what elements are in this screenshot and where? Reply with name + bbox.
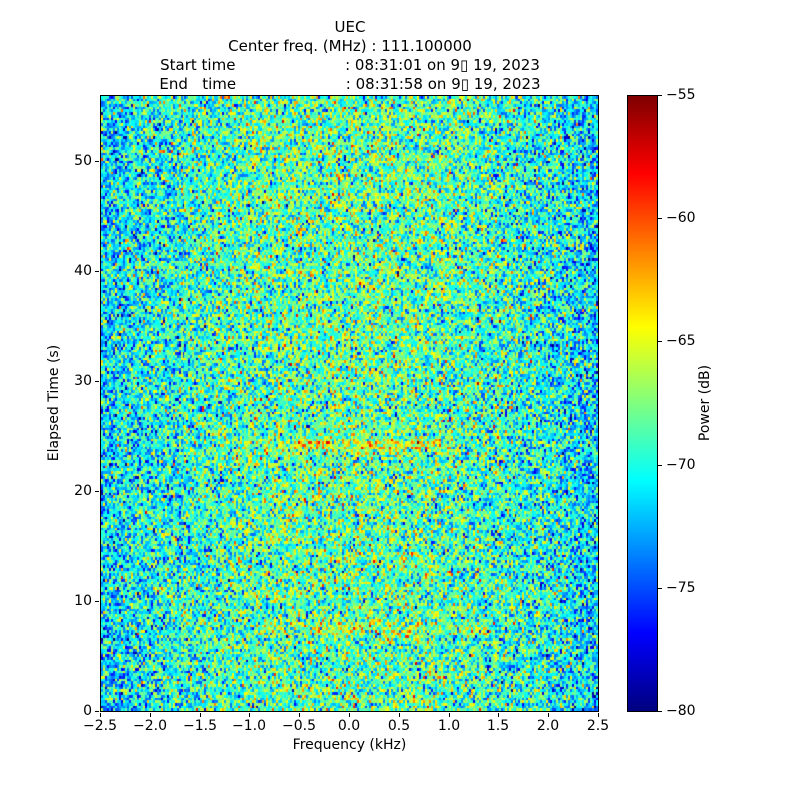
x-tick-label: −1.5: [183, 718, 217, 734]
spectrogram-axes: [100, 95, 599, 712]
figure-title-line-3: Start time : 08:31:01 on 9▯ 19, 2023: [160, 56, 540, 74]
y-tick-label: 0: [83, 703, 92, 719]
colorbar-tick-mark: [658, 588, 662, 589]
x-tick-mark: [200, 713, 201, 717]
x-axis-label: Frequency (kHz): [292, 737, 407, 753]
colorbar-tick-label: −65: [666, 333, 696, 349]
y-axis-label: Elapsed Time (s): [46, 344, 62, 462]
x-tick-label: −1.0: [232, 718, 266, 734]
x-tick-mark: [150, 713, 151, 717]
colorbar-tick-mark: [658, 341, 662, 342]
x-tick-label: 2.5: [586, 718, 610, 734]
y-tick-label: 30: [74, 373, 92, 389]
colorbar-tick-label: −70: [666, 457, 696, 473]
colorbar-tick-mark: [658, 711, 662, 712]
x-tick-mark: [349, 713, 350, 717]
x-tick-mark: [100, 713, 101, 717]
y-tick-mark: [95, 271, 99, 272]
colorbar-gradient: [628, 96, 657, 711]
y-tick-mark: [95, 491, 99, 492]
x-tick-label: 1.5: [486, 718, 510, 734]
x-tick-mark: [399, 713, 400, 717]
figure-title-line-1: UEC: [334, 18, 366, 36]
y-tick-mark: [95, 381, 99, 382]
x-tick-mark: [548, 713, 549, 717]
x-tick-label: 2.0: [536, 718, 560, 734]
x-tick-mark: [449, 713, 450, 717]
figure-title: UEC Center freq. (MHz) : 111.100000 Star…: [100, 18, 600, 94]
colorbar-tick-mark: [658, 218, 662, 219]
figure-title-line-4: End time : 08:31:58 on 9▯ 19, 2023: [159, 75, 541, 93]
colorbar-tick-label: −80: [666, 703, 696, 719]
colorbar-tick-mark: [658, 465, 662, 466]
x-tick-label: −0.5: [282, 718, 316, 734]
x-tick-label: −2.0: [133, 718, 167, 734]
figure-title-line-2: Center freq. (MHz) : 111.100000: [228, 37, 472, 55]
x-tick-label: −2.5: [83, 718, 117, 734]
x-tick-label: 0.0: [337, 718, 361, 734]
colorbar-tick-label: −55: [666, 87, 696, 103]
colorbar-label: Power (dB): [697, 364, 713, 442]
x-tick-mark: [299, 713, 300, 717]
colorbar-tick-label: −75: [666, 580, 696, 596]
y-tick-label: 20: [74, 483, 92, 499]
spectrogram-heatmap: [101, 96, 598, 711]
y-tick-mark: [95, 161, 99, 162]
y-tick-mark: [95, 601, 99, 602]
y-tick-mark: [95, 711, 99, 712]
x-tick-label: 1.0: [437, 718, 461, 734]
colorbar-tick-label: −60: [666, 210, 696, 226]
x-tick-label: 0.5: [387, 718, 411, 734]
y-tick-label: 10: [74, 593, 92, 609]
x-tick-mark: [249, 713, 250, 717]
colorbar-tick-mark: [658, 95, 662, 96]
x-tick-mark: [598, 713, 599, 717]
x-tick-mark: [498, 713, 499, 717]
y-tick-label: 40: [74, 263, 92, 279]
y-tick-label: 50: [74, 153, 92, 169]
colorbar: [627, 95, 658, 712]
